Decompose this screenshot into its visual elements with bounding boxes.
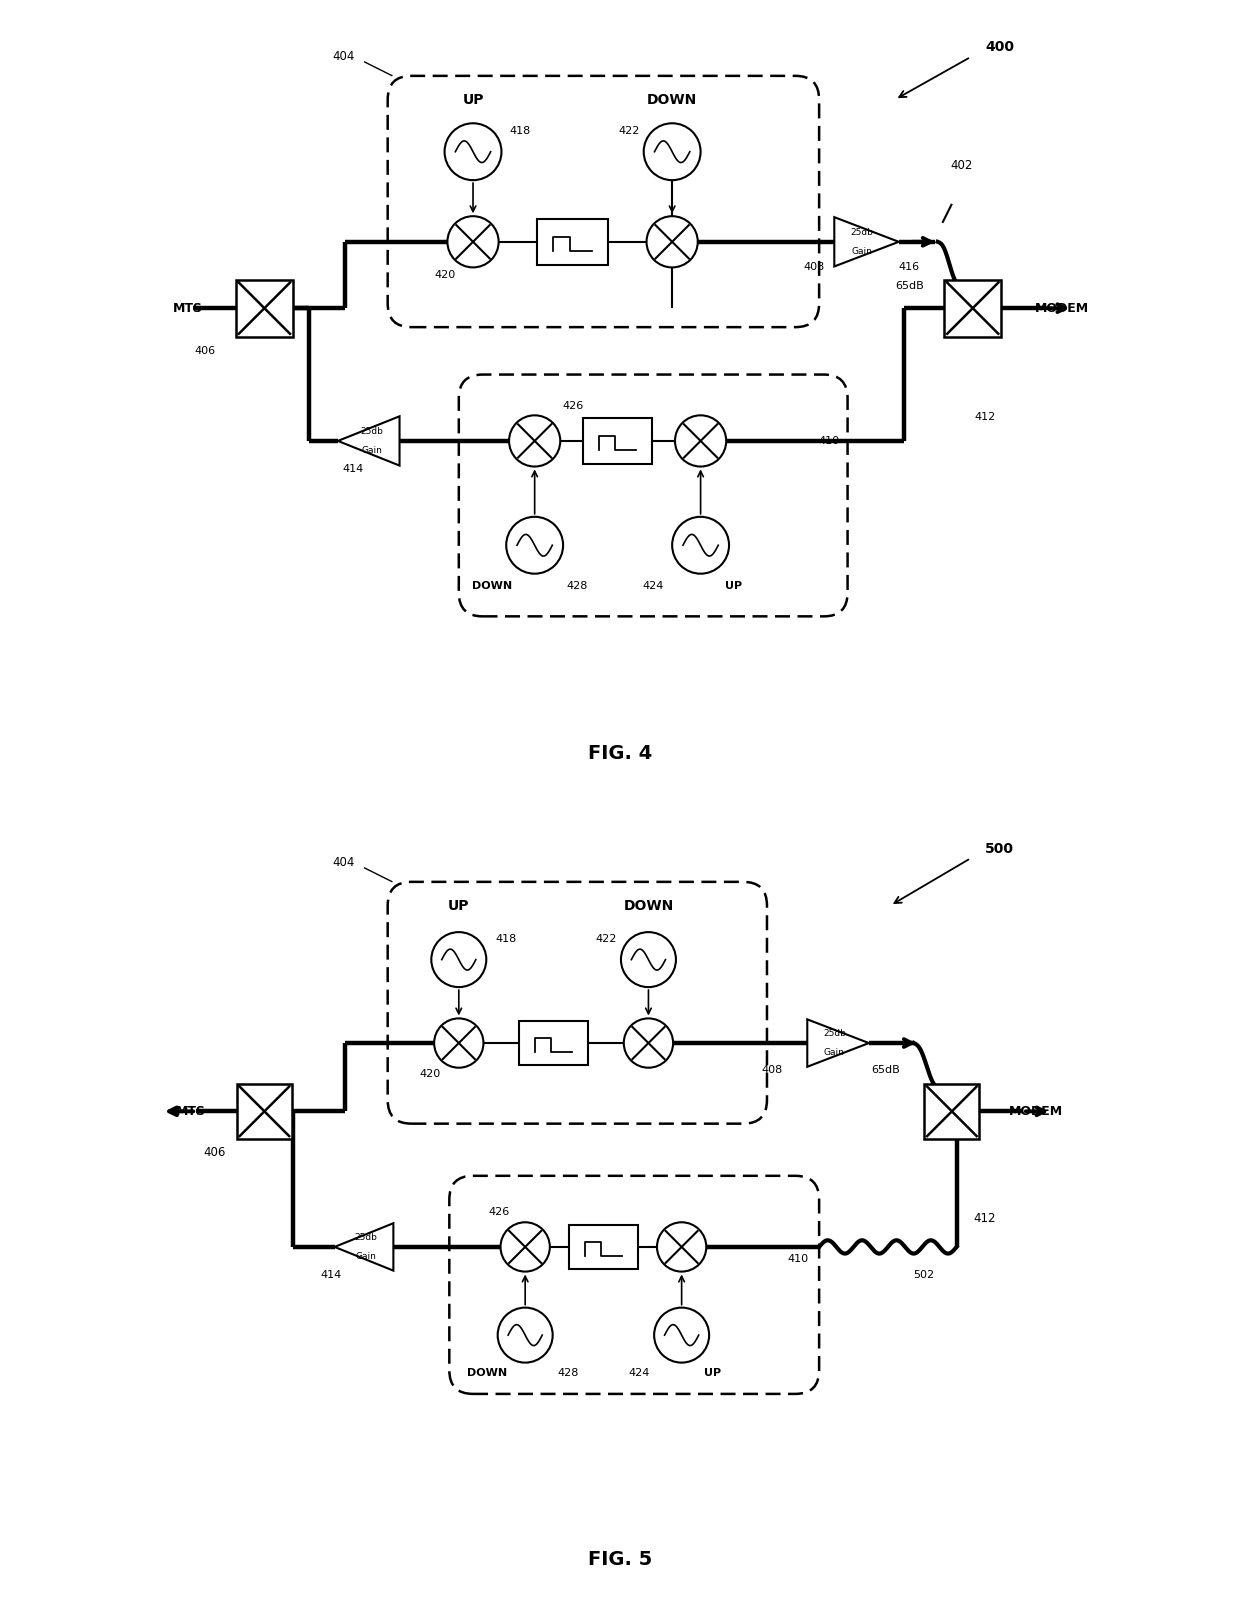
Circle shape <box>434 1019 484 1067</box>
Text: MODEM: MODEM <box>1009 1104 1063 1117</box>
Text: 408: 408 <box>804 263 825 272</box>
Text: 428: 428 <box>557 1369 579 1378</box>
Bar <box>924 1083 980 1138</box>
Circle shape <box>501 1222 549 1272</box>
Bar <box>584 418 652 464</box>
Text: 422: 422 <box>595 933 616 943</box>
Circle shape <box>448 216 498 268</box>
Text: 426: 426 <box>562 401 583 411</box>
Bar <box>520 1022 588 1066</box>
Text: MTS: MTS <box>172 301 203 314</box>
Text: MODEM: MODEM <box>1034 301 1089 314</box>
Circle shape <box>646 216 698 268</box>
Text: 422: 422 <box>619 126 640 135</box>
Text: 418: 418 <box>510 126 531 135</box>
Text: UP: UP <box>448 898 470 912</box>
Text: 502: 502 <box>913 1270 934 1280</box>
Circle shape <box>675 416 727 466</box>
Text: UP: UP <box>704 1369 722 1378</box>
Text: Gain: Gain <box>361 447 382 455</box>
Circle shape <box>621 932 676 987</box>
Text: DOWN: DOWN <box>472 580 512 592</box>
Circle shape <box>644 123 701 181</box>
Text: 400: 400 <box>985 40 1014 55</box>
Text: 25db: 25db <box>360 427 383 435</box>
Bar <box>569 1225 637 1269</box>
Polygon shape <box>335 1224 393 1270</box>
Circle shape <box>655 1307 709 1362</box>
Text: DOWN: DOWN <box>467 1369 507 1378</box>
Text: 406: 406 <box>203 1146 226 1159</box>
Circle shape <box>506 517 563 574</box>
Text: UP: UP <box>463 92 484 106</box>
Text: 65dB: 65dB <box>872 1064 900 1075</box>
Text: 404: 404 <box>332 50 355 63</box>
Text: Gain: Gain <box>823 1048 844 1057</box>
Text: 420: 420 <box>434 269 455 280</box>
Text: 25db: 25db <box>823 1028 846 1038</box>
Circle shape <box>497 1307 553 1362</box>
Bar <box>945 280 1001 337</box>
Text: MTS: MTS <box>176 1104 206 1117</box>
Text: 420: 420 <box>419 1069 441 1080</box>
Text: 402: 402 <box>950 160 972 172</box>
Text: 428: 428 <box>567 580 588 592</box>
Circle shape <box>432 932 486 987</box>
Text: 404: 404 <box>332 856 355 869</box>
Text: 412: 412 <box>973 1212 996 1225</box>
Text: 65dB: 65dB <box>895 282 924 292</box>
Circle shape <box>445 123 501 181</box>
Text: 418: 418 <box>496 933 517 943</box>
Text: 416: 416 <box>899 263 920 272</box>
Text: 406: 406 <box>195 347 216 356</box>
Polygon shape <box>835 218 899 266</box>
Circle shape <box>672 517 729 574</box>
Text: Gain: Gain <box>852 247 872 256</box>
Text: 500: 500 <box>985 841 1014 856</box>
Bar <box>236 280 293 337</box>
Text: DOWN: DOWN <box>647 92 697 106</box>
Text: 410: 410 <box>818 435 839 447</box>
Circle shape <box>624 1019 673 1067</box>
Text: 408: 408 <box>761 1064 782 1075</box>
Circle shape <box>657 1222 707 1272</box>
Text: DOWN: DOWN <box>624 898 673 912</box>
Text: 410: 410 <box>787 1254 808 1264</box>
Text: 414: 414 <box>320 1270 341 1280</box>
Text: 426: 426 <box>489 1207 510 1217</box>
Circle shape <box>510 416 560 466</box>
Text: FIG. 4: FIG. 4 <box>588 745 652 764</box>
Text: UP: UP <box>725 580 743 592</box>
Polygon shape <box>337 416 399 466</box>
Text: 412: 412 <box>975 413 996 422</box>
Text: 25db: 25db <box>355 1233 377 1241</box>
Text: 424: 424 <box>629 1369 650 1378</box>
Text: 414: 414 <box>342 464 363 474</box>
Text: Gain: Gain <box>356 1253 376 1261</box>
Bar <box>537 219 608 264</box>
Polygon shape <box>807 1019 869 1067</box>
Bar <box>237 1083 291 1138</box>
Text: 25db: 25db <box>851 227 873 237</box>
Text: FIG. 5: FIG. 5 <box>588 1551 652 1570</box>
Text: 424: 424 <box>642 580 663 592</box>
